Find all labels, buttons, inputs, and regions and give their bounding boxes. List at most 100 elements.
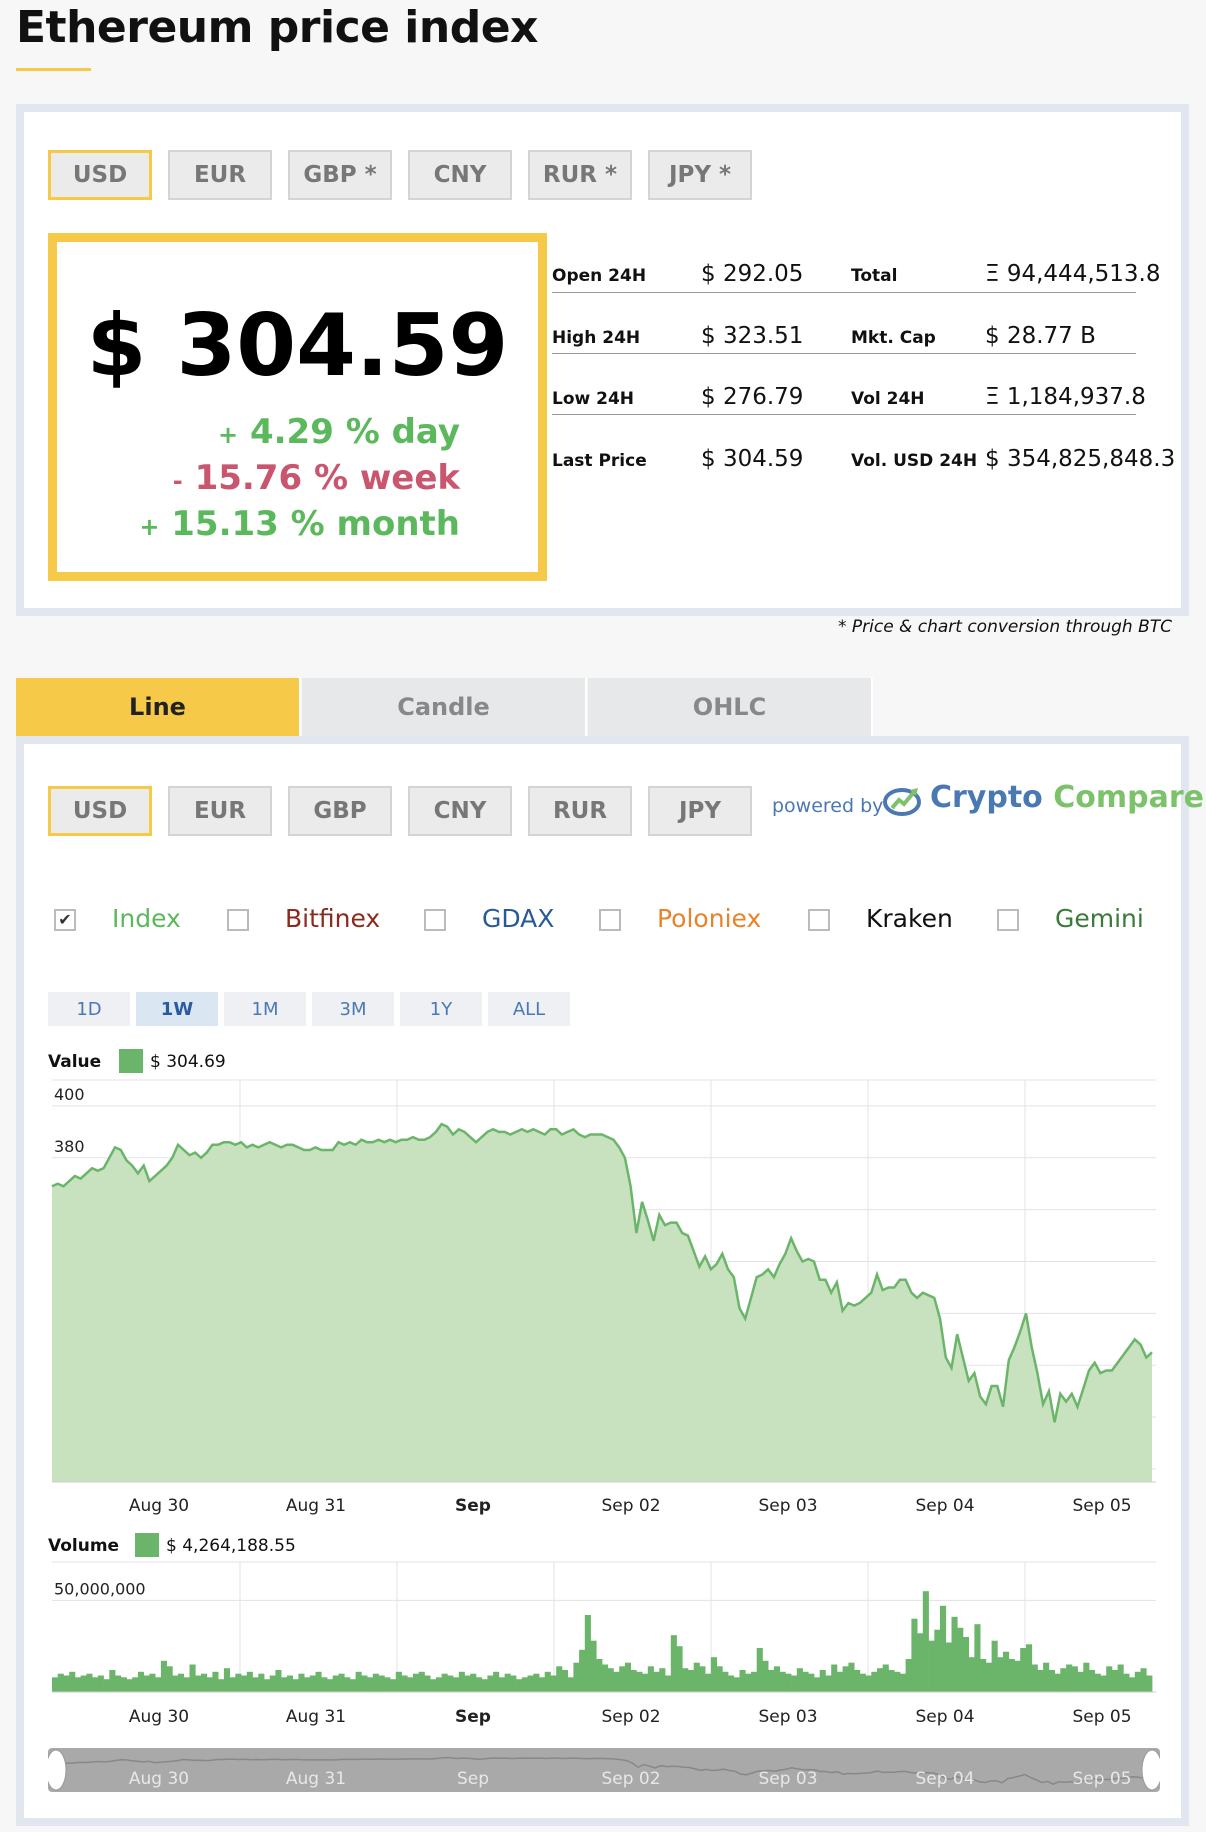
change-month: + 15.13 % month [139,504,460,544]
volume-bar [934,1629,941,1692]
range-1d[interactable]: 1D [48,992,130,1026]
x-tick-label: Aug 31 [286,1707,346,1727]
volume-bar [338,1673,345,1692]
price-legend-swatch [119,1049,143,1073]
tab-ohlc[interactable]: OHLC [588,678,873,736]
volume-bar [980,1659,987,1692]
volume-bar [968,1657,975,1692]
range-1m[interactable]: 1M [224,992,306,1026]
volume-bar [613,1671,620,1692]
currency-button-rur[interactable]: RUR * [528,150,632,200]
y-tick-label: 400 [54,1085,85,1104]
x-tick-label: Sep 04 [915,1707,974,1727]
volume-bar [1100,1675,1107,1692]
range-1y[interactable]: 1Y [400,992,482,1026]
checkbox-index[interactable]: ✔ [54,909,76,931]
exchange-label-gdax[interactable]: GDAX [482,904,555,933]
cryptocompare-logo-icon[interactable] [882,780,922,820]
volume-bar [819,1670,826,1692]
volume-bar [1071,1666,1078,1692]
checkbox-gemini[interactable] [997,909,1019,931]
volume-bar [745,1673,752,1692]
volume-bar [687,1670,694,1692]
currency-button-eur[interactable]: EUR [168,150,272,200]
volume-bar [1031,1664,1038,1692]
price-area [52,1124,1152,1482]
exchange-label-bitfinex[interactable]: Bitfinex [285,904,381,933]
volume-bar [957,1627,964,1692]
range-1w[interactable]: 1W [136,992,218,1026]
currency-button-gbp[interactable]: GBP * [288,150,392,200]
exchange-label-poloniex[interactable]: Poloniex [657,904,762,933]
navigator-label: Sep [457,1769,489,1789]
navigator-label: Aug 31 [286,1769,346,1789]
x-tick-label: Sep 02 [601,1496,660,1516]
volume-bar [235,1673,242,1692]
cryptocompare-brand[interactable]: Crypto Compare [930,780,1204,815]
volume-bar [624,1662,631,1692]
volume-bar [888,1670,895,1692]
exchange-label-gemini[interactable]: Gemini [1055,904,1144,933]
chart-currency-eur[interactable]: EUR [168,786,272,836]
chart-currency-rur[interactable]: RUR [528,786,632,836]
volume-bar [143,1675,150,1692]
chart-currency-usd[interactable]: USD [48,786,152,836]
range-3m[interactable]: 3M [312,992,394,1026]
title-underline [16,68,91,71]
volume-bar [768,1670,775,1692]
checkbox-bitfinex[interactable] [227,909,249,931]
volume-bar [596,1659,603,1692]
volume-bar [579,1649,586,1692]
tab-line[interactable]: Line [16,678,301,736]
currency-button-usd[interactable]: USD [48,150,152,200]
volume-bar [922,1591,929,1692]
checkbox-poloniex[interactable] [599,909,621,931]
volume-bar [97,1675,104,1692]
navigator-handle-right[interactable] [1141,1749,1160,1791]
volume-bar [252,1677,259,1692]
chart-currency-gbp[interactable]: GBP [288,786,392,836]
volume-bar [321,1677,328,1692]
chart-currency-jpy[interactable]: JPY [648,786,752,836]
checkbox-gdax[interactable] [424,909,446,931]
navigator-handle-left[interactable] [48,1749,67,1791]
exchange-label-kraken[interactable]: Kraken [866,904,953,933]
volume-bar [985,1662,992,1692]
stat-divider [851,353,1136,354]
currency-button-jpy[interactable]: JPY * [648,150,752,200]
volume-bar [206,1677,213,1692]
range-navigator[interactable]: Aug 30 Aug 31 Sep Sep 02 Sep 03 Sep 04 Sep 05 [48,1748,1160,1792]
volume-bar [103,1679,110,1692]
volume-bar [241,1675,248,1692]
tab-candle[interactable]: Candle [302,678,587,736]
volume-bar [1146,1675,1153,1692]
volume-bar [367,1677,374,1692]
volume-bar [676,1646,683,1692]
volume-bar [1094,1673,1101,1692]
volume-bar [785,1673,792,1692]
stat-divider [851,414,1136,415]
volume-bar [865,1675,872,1692]
volume-bar [172,1675,179,1692]
currency-button-cny[interactable]: CNY [408,150,512,200]
range-all[interactable]: ALL [488,992,570,1026]
chart-currency-cny[interactable]: CNY [408,786,512,836]
stat-label-mktcap: Mkt. Cap [851,328,936,348]
x-tick-label: Sep 05 [1072,1707,1131,1727]
volume-bar [544,1671,551,1692]
volume-bar [309,1675,316,1692]
checkbox-kraken[interactable] [808,909,830,931]
volume-bar [814,1677,821,1692]
volume-bar [808,1673,815,1692]
volume-bar [1008,1659,1015,1692]
volume-bar [201,1673,208,1692]
volume-bar [498,1677,505,1692]
volume-bar [344,1677,351,1692]
volume-bar [1043,1662,1050,1692]
volume-bar [1014,1660,1021,1692]
volume-bar [155,1677,162,1692]
exchange-label-index[interactable]: Index [112,904,181,933]
volume-bar [682,1668,689,1692]
